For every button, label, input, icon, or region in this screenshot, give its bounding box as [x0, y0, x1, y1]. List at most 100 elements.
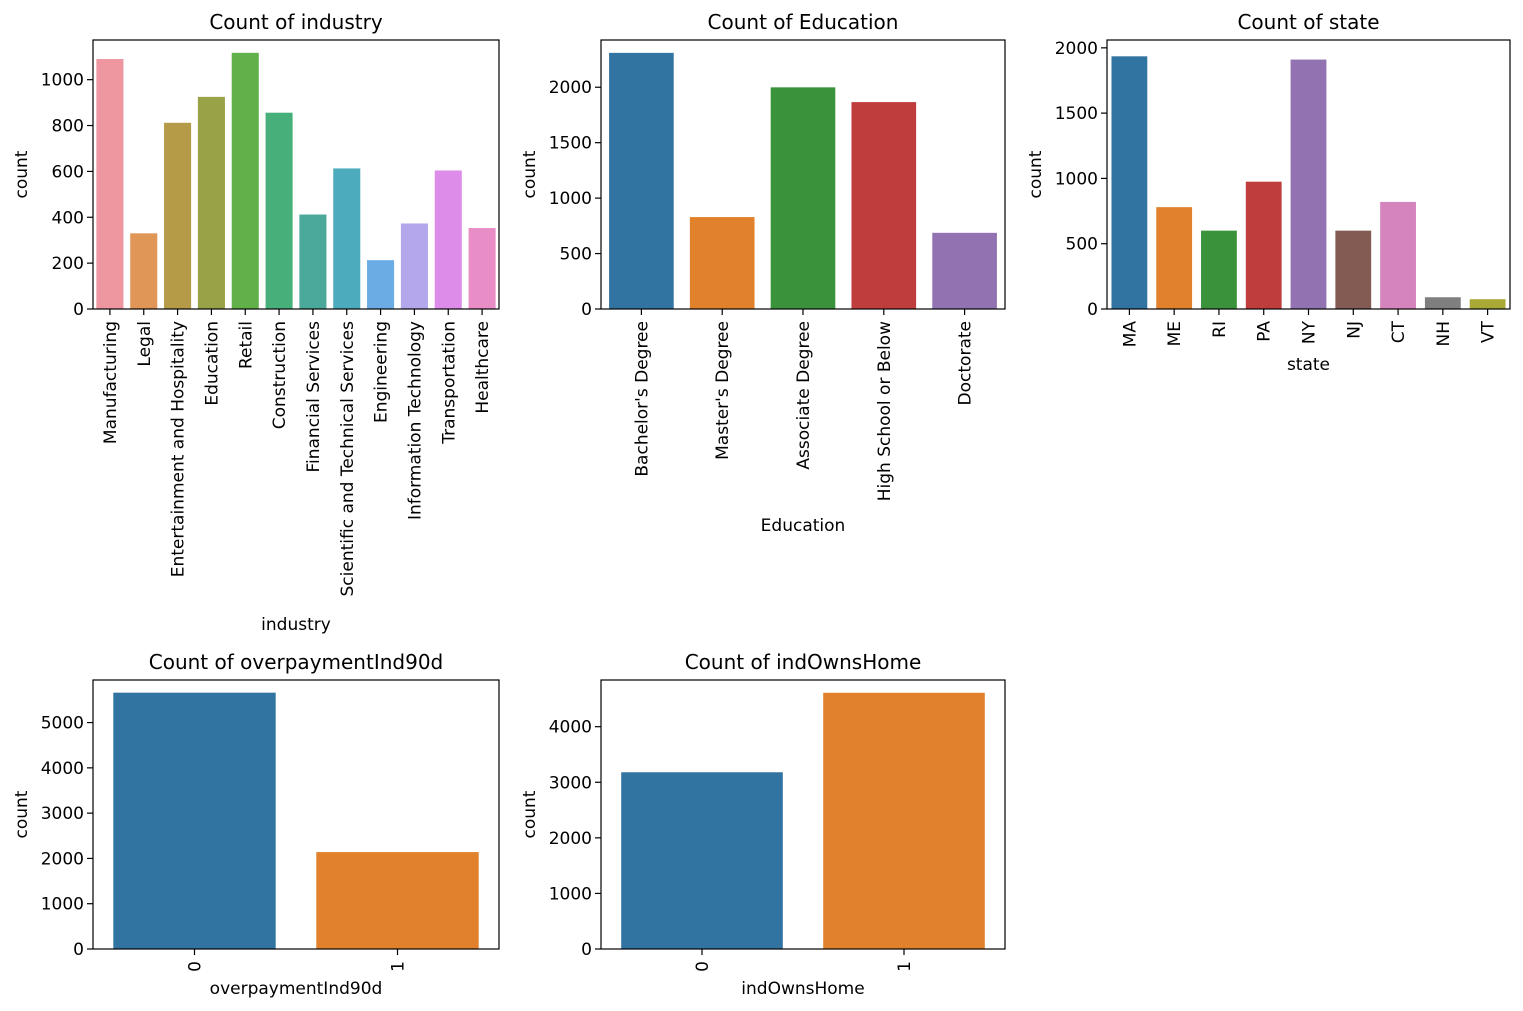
x-tick-label: 1	[389, 961, 409, 972]
y-tick-label: 500	[1066, 235, 1098, 255]
x-tick-label: Manufacturing	[101, 321, 121, 444]
chart-title: Count of industry	[209, 10, 382, 34]
y-tick-label: 600	[52, 162, 84, 182]
plot-frame	[600, 679, 1006, 950]
y-tick-label: 3000	[549, 773, 592, 793]
y-axis-label: count	[1026, 150, 1046, 198]
bar-1	[316, 852, 479, 949]
x-tick-label: High School or Below	[875, 321, 895, 501]
x-tick-label: Construction	[270, 321, 290, 429]
chart-owns-home: Count of indOwnsHome indOwnsHome count 0…	[520, 650, 1006, 999]
y-tick-label: 4000	[41, 759, 84, 779]
bar-retail	[231, 52, 259, 309]
bar-ma	[1111, 56, 1148, 309]
bar-ri	[1201, 230, 1237, 309]
y-axis-label: count	[12, 150, 32, 198]
x-tick-label: Entertainment and Hospitality	[169, 321, 189, 577]
y-tick-label: 0	[581, 300, 592, 320]
y-tick-label: 3000	[41, 804, 84, 824]
bar-high-school-or-below	[851, 102, 917, 309]
y-tick-label: 1000	[1055, 169, 1098, 189]
y-tick-label: 5000	[41, 714, 84, 734]
bar-nh	[1424, 297, 1461, 309]
bar-associate-degree	[770, 87, 836, 309]
x-axis-label: Education	[761, 516, 846, 536]
y-tick-label: 800	[52, 117, 84, 137]
x-tick-label: ME	[1165, 321, 1185, 346]
bar-legal	[130, 233, 158, 309]
x-tick-label: NJ	[1344, 321, 1364, 339]
y-tick-label: 2000	[549, 78, 592, 98]
y-tick-label: 1000	[549, 884, 592, 904]
y-tick-label: 4000	[549, 718, 592, 738]
chart-title: Count of Education	[708, 10, 899, 34]
x-tick-label: Legal	[135, 321, 155, 367]
y-tick-label: 0	[1087, 300, 1098, 320]
chart-title: Count of state	[1237, 10, 1379, 34]
bar-master-s-degree	[689, 217, 755, 309]
bar-entertainment-and-hospitality	[164, 122, 192, 310]
bar-information-technology	[400, 223, 428, 309]
y-tick-label: 1000	[41, 71, 84, 91]
y-tick-label: 1500	[549, 134, 592, 154]
x-axis-label: state	[1287, 355, 1330, 375]
bar-engineering	[367, 260, 395, 309]
bar-financial-services	[299, 214, 327, 309]
bar-me	[1156, 207, 1193, 309]
x-tick-label: NY	[1300, 320, 1320, 344]
plot-frame	[92, 39, 500, 310]
bar-ny	[1290, 59, 1327, 310]
bar-construction	[265, 112, 293, 309]
bar-transportation	[434, 170, 462, 309]
y-tick-label: 400	[52, 208, 84, 228]
bar-1	[823, 692, 985, 949]
y-tick-label: 2000	[549, 829, 592, 849]
x-tick-label: Healthcare	[473, 321, 493, 414]
chart-title: Count of overpaymentInd90d	[149, 650, 444, 674]
y-tick-label: 0	[73, 300, 84, 320]
bar-pa	[1245, 181, 1282, 309]
x-axis-label: overpaymentInd90d	[210, 979, 383, 999]
bar-scientific-and-technical-services	[333, 168, 361, 309]
x-tick-label: Engineering	[372, 321, 392, 423]
x-tick-label: Information Technology	[405, 321, 425, 520]
x-tick-label: CT	[1389, 320, 1409, 343]
x-tick-label: Associate Degree	[794, 321, 814, 470]
chart-overpayment: Count of overpaymentInd90d overpaymentIn…	[12, 650, 500, 999]
bar-bachelor-s-degree	[609, 52, 674, 309]
x-tick-label: Doctorate	[956, 321, 976, 405]
x-tick-label: Transportation	[439, 321, 459, 445]
x-axis-label: indOwnsHome	[741, 979, 864, 999]
x-tick-label: VT	[1479, 320, 1499, 343]
chart-title: Count of indOwnsHome	[685, 650, 922, 674]
y-tick-label: 500	[560, 245, 592, 265]
y-tick-label: 200	[52, 254, 84, 274]
y-tick-label: 0	[581, 940, 592, 960]
x-tick-label: Scientific and Technical Services	[338, 321, 358, 597]
x-tick-label: PA	[1255, 321, 1275, 342]
bar-manufacturing	[96, 59, 124, 309]
plot-frame	[92, 679, 500, 950]
bar-healthcare	[468, 228, 496, 309]
y-tick-label: 1000	[549, 189, 592, 209]
x-tick-label: 0	[186, 961, 206, 972]
bar-vt	[1469, 299, 1506, 309]
x-tick-label: RI	[1210, 321, 1230, 338]
x-tick-label: Master's Degree	[713, 321, 733, 460]
y-tick-label: 2000	[41, 849, 84, 869]
chart-industry: Count of industry industry count 0 200 400…	[12, 10, 500, 635]
y-axis-label: count	[520, 790, 540, 838]
bar-ct	[1380, 201, 1416, 309]
bar-doctorate	[932, 232, 997, 309]
bar-education	[197, 96, 225, 309]
x-tick-label: Financial Services	[304, 321, 324, 473]
y-tick-label: 2000	[1055, 39, 1098, 59]
x-axis-label: industry	[261, 615, 331, 635]
x-tick-label: Retail	[236, 321, 256, 369]
bar-nj	[1335, 230, 1372, 309]
x-tick-label: 0	[693, 961, 713, 972]
y-tick-label: 1500	[1055, 104, 1098, 124]
chart-state: Count of state state count 0 500 1000 1500 2…	[1026, 10, 1511, 375]
x-tick-label: Education	[202, 321, 222, 406]
